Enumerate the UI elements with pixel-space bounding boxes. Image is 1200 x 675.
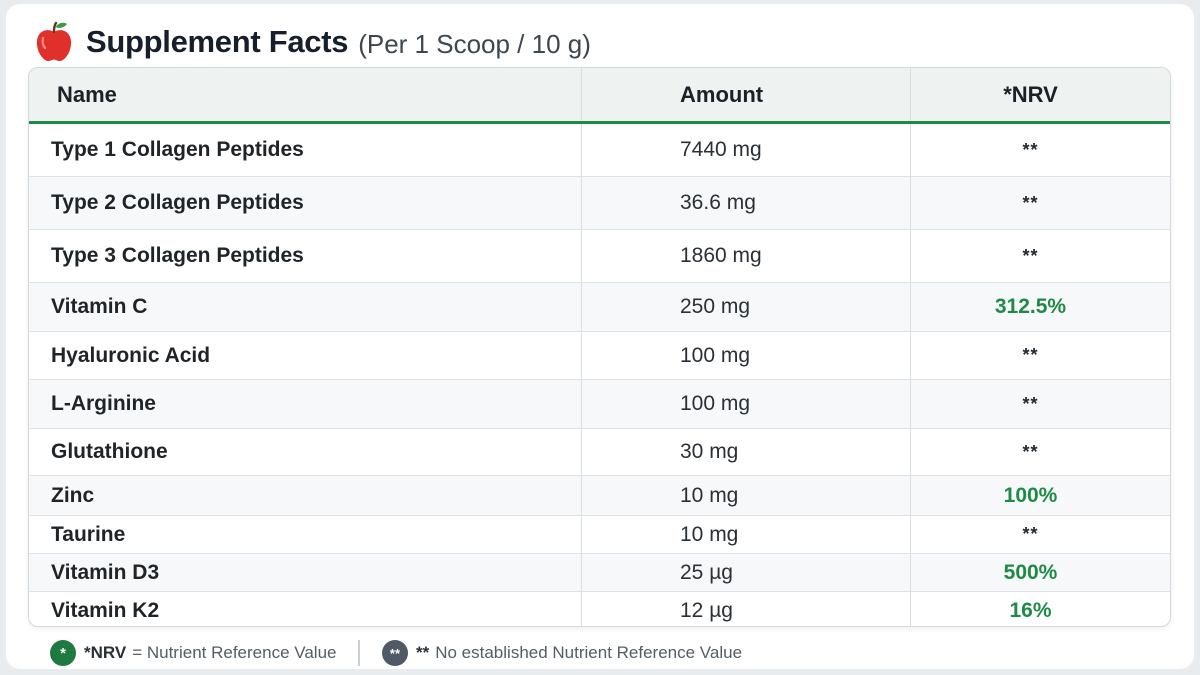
ingredient-amount: 1860 mg	[582, 230, 911, 282]
table-row: Glutathione 30 mg **	[29, 429, 1170, 476]
table-row: Type 3 Collagen Peptides 1860 mg **	[29, 230, 1170, 283]
column-header-nrv: *NRV	[1003, 81, 1058, 107]
table-row: Vitamin C 250 mg 312.5%	[29, 283, 1170, 332]
legend-nrv-text: = Nutrient Reference Value	[132, 643, 337, 662]
ingredient-nrv-cell: 100%	[911, 476, 1170, 515]
ingredient-amount: 100 mg	[582, 380, 911, 428]
ingredient-nrv-cell: **	[911, 124, 1170, 176]
ingredient-nrv: **	[1022, 524, 1039, 544]
legend: * *NRV = Nutrient Reference Value ** ** …	[50, 638, 742, 668]
ingredient-amount: 10 mg	[582, 476, 911, 515]
table-row: Vitamin K2 12 µg 16%	[29, 592, 1170, 626]
table-row: L-Arginine 100 mg **	[29, 380, 1170, 429]
ingredient-nrv: **	[1022, 345, 1039, 365]
ingredient-nrv: 100%	[1003, 483, 1058, 507]
no-nrv-badge-icon: **	[381, 640, 408, 666]
header: Supplement Facts (Per 1 Scoop / 10 g)	[34, 16, 591, 68]
ingredient-name: Type 1 Collagen Peptides	[29, 124, 582, 176]
ingredient-amount: 250 mg	[582, 283, 911, 331]
ingredient-nrv: 16%	[1009, 599, 1052, 622]
table-row: Vitamin D3 25 µg 500%	[29, 554, 1170, 592]
column-header-name: Name	[29, 68, 582, 121]
ingredient-name: Taurine	[29, 516, 582, 553]
supplement-facts-card: Supplement Facts (Per 1 Scoop / 10 g) Na…	[6, 4, 1194, 669]
ingredient-nrv-cell: 16%	[911, 592, 1170, 626]
ingredient-nrv-cell: **	[911, 516, 1170, 553]
ingredient-amount: 12 µg	[582, 592, 911, 626]
ingredient-nrv: 312.5%	[994, 295, 1067, 318]
page-subtitle: (Per 1 Scoop / 10 g)	[358, 28, 591, 59]
table-row: Type 1 Collagen Peptides 7440 mg **	[29, 124, 1170, 177]
ingredient-nrv-cell: 500%	[911, 554, 1170, 591]
table-row: Hyaluronic Acid 100 mg **	[29, 332, 1170, 380]
ingredient-amount: 7440 mg	[582, 124, 911, 176]
ingredient-nrv-cell: **	[911, 332, 1170, 379]
table-body: Type 1 Collagen Peptides 7440 mg ** Type 2 …	[29, 124, 1170, 626]
page-title: Supplement Facts	[86, 24, 349, 59]
ingredient-name: Vitamin C	[29, 283, 582, 331]
legend-divider	[358, 640, 360, 666]
table-row: Taurine 10 mg **	[29, 516, 1170, 554]
ingredient-nrv-cell: **	[911, 177, 1170, 229]
ingredient-name: Zinc	[29, 476, 582, 515]
apple-icon	[36, 21, 72, 62]
ingredient-amount: 30 mg	[582, 429, 911, 475]
ingredient-name: Vitamin D3	[29, 554, 582, 591]
ingredient-amount: 36.6 mg	[582, 177, 911, 229]
ingredient-name: Hyaluronic Acid	[29, 332, 582, 379]
ingredient-name: Vitamin K2	[29, 592, 582, 626]
ingredient-nrv: **	[1022, 441, 1039, 462]
ingredient-amount: 100 mg	[582, 332, 911, 379]
ingredient-nrv-cell: **	[911, 380, 1170, 428]
legend-no-nrv-text: No established Nutrient Reference Value	[435, 643, 743, 662]
ingredient-nrv-cell: 312.5%	[911, 283, 1170, 331]
ingredient-nrv: **	[1022, 139, 1039, 160]
ingredient-nrv: **	[1022, 245, 1039, 266]
ingredient-nrv-cell: **	[911, 429, 1170, 475]
ingredient-name: Type 2 Collagen Peptides	[29, 177, 582, 229]
column-header-amount: Amount	[582, 68, 911, 121]
ingredient-name: Type 3 Collagen Peptides	[29, 230, 582, 282]
legend-no-nrv-key: **	[415, 643, 430, 662]
ingredient-nrv: **	[1022, 192, 1039, 213]
facts-table: Name Amount *NRV Type 1 Collagen Peptide…	[28, 67, 1171, 627]
table-row: Zinc 10 mg 100%	[29, 476, 1170, 516]
ingredient-name: L-Arginine	[29, 380, 582, 428]
nrv-badge-icon: *	[50, 640, 76, 666]
ingredient-amount: 25 µg	[582, 554, 911, 591]
ingredient-nrv: **	[1022, 393, 1039, 414]
legend-nrv-key: *NRV	[84, 643, 127, 662]
table-row: Type 2 Collagen Peptides 36.6 mg **	[29, 177, 1170, 230]
ingredient-nrv: 500%	[1003, 560, 1058, 584]
ingredient-amount: 10 mg	[582, 516, 911, 553]
ingredient-nrv-cell: **	[911, 230, 1170, 282]
table-header: Name Amount *NRV	[29, 68, 1170, 124]
ingredient-name: Glutathione	[29, 429, 582, 475]
